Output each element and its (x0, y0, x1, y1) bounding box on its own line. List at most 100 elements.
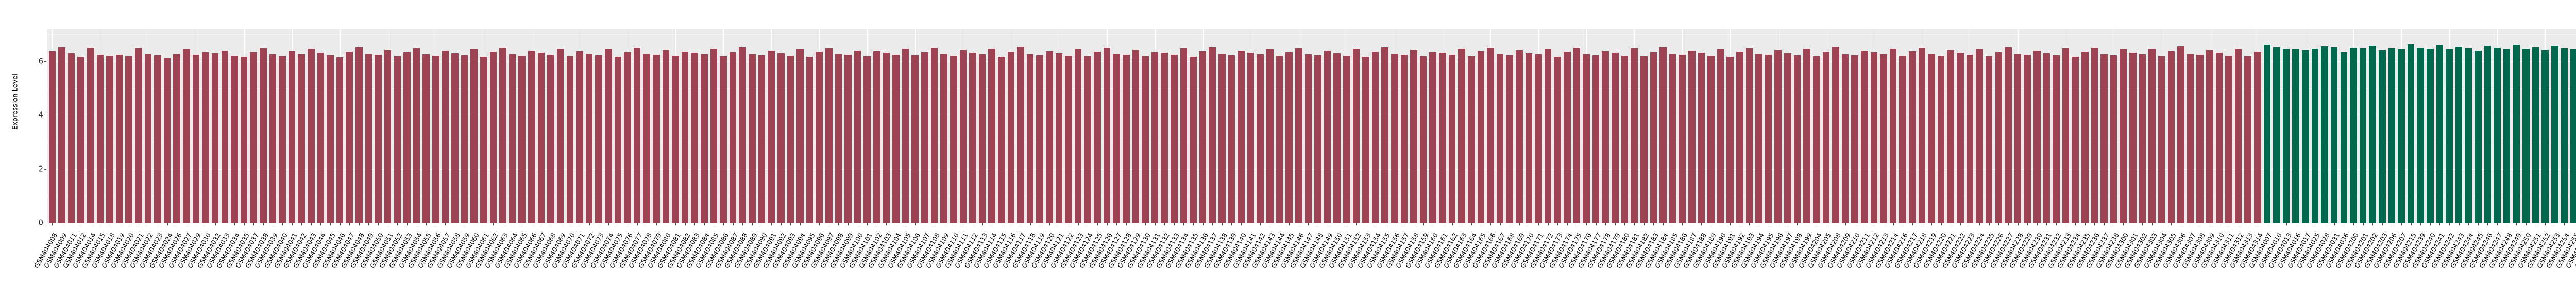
bar (1631, 48, 1638, 223)
bar (1065, 55, 1072, 223)
x-tick-mark (752, 223, 753, 225)
bar (2350, 48, 2357, 223)
bar (1506, 55, 1513, 223)
bar (1151, 52, 1159, 223)
x-tick-mark (330, 223, 331, 225)
bar (2158, 56, 2165, 223)
bar (308, 49, 315, 223)
bar (2436, 45, 2444, 223)
x-tick-mark (1126, 223, 1127, 225)
bar (1688, 50, 1696, 223)
bar (1583, 54, 1590, 223)
bar (2024, 55, 2031, 223)
x-tick-mark (1653, 223, 1654, 225)
bar (1554, 57, 1561, 223)
bar (192, 55, 200, 223)
bar (950, 56, 957, 223)
y-gridline-minor (47, 34, 2576, 35)
x-tick-mark (2027, 223, 2028, 225)
bar (384, 50, 392, 223)
bar (1707, 55, 1715, 223)
bar (672, 56, 679, 223)
x-tick-mark (2353, 223, 2354, 225)
bar (2311, 49, 2319, 223)
x-tick-mark (2142, 223, 2143, 225)
x-tick-mark (2171, 223, 2172, 225)
x-tick-mark (1222, 223, 1223, 225)
y-tick-label: 4 (38, 110, 43, 120)
x-tick-mark (1960, 223, 1961, 225)
x-tick-mark (1749, 223, 1750, 225)
bar (835, 53, 842, 223)
bar (327, 55, 334, 223)
bar (1448, 55, 1456, 223)
bar (1515, 50, 1523, 223)
bar (442, 51, 449, 223)
bar (2302, 50, 2309, 223)
y-tick-label: 0 (38, 218, 43, 227)
bar (2378, 49, 2386, 223)
bar (1487, 47, 1494, 223)
bar (576, 51, 583, 223)
x-tick-mark (1596, 223, 1597, 225)
bar (1381, 47, 1388, 223)
bar (1650, 52, 1657, 223)
bar (1803, 49, 1810, 223)
bar (2513, 45, 2520, 223)
bar (1007, 51, 1015, 223)
x-tick-mark (2420, 223, 2421, 225)
bar (1909, 51, 1916, 223)
bar (701, 54, 708, 223)
bar (2081, 51, 2089, 223)
bar (720, 56, 727, 223)
bar (1698, 53, 1705, 223)
x-tick-mark (2084, 223, 2086, 225)
x-tick-mark (167, 223, 168, 225)
bar (883, 52, 890, 223)
bar (1793, 55, 1801, 223)
bar (509, 54, 516, 223)
bar (2033, 50, 2041, 223)
bar (259, 48, 267, 223)
x-tick-mark (1116, 223, 1117, 225)
bar (1199, 51, 1207, 223)
bar (1880, 54, 1887, 223)
bar (873, 51, 880, 223)
bar (1717, 49, 1724, 223)
bar (336, 57, 344, 223)
bar (2561, 48, 2568, 223)
bar (1439, 53, 1446, 223)
bar (1745, 48, 1753, 223)
x-tick-mark (292, 223, 293, 225)
bar (2091, 48, 2098, 223)
bar (1947, 50, 1955, 223)
bar (1918, 47, 1926, 223)
bar (125, 56, 132, 223)
bar (163, 58, 171, 223)
x-tick-mark (215, 223, 216, 225)
x-tick-mark (2459, 223, 2460, 225)
bar (77, 57, 84, 223)
bar (2503, 49, 2511, 223)
x-tick-mark (2497, 223, 2498, 225)
x-tick-mark (2478, 223, 2479, 225)
x-tick-mark (282, 223, 283, 225)
bar (2369, 46, 2376, 223)
bar (1573, 48, 1581, 223)
x-tick-mark (1634, 223, 1635, 225)
x-tick-mark (1174, 223, 1175, 225)
x-tick-mark (886, 223, 887, 225)
bar (940, 54, 947, 223)
x-tick-mark (493, 223, 494, 225)
bar (1726, 56, 1734, 223)
x-tick-mark (311, 223, 312, 225)
bar (1774, 49, 1782, 223)
bar (1276, 56, 1283, 223)
x-tick-mark (2123, 223, 2124, 225)
bar (1640, 56, 1648, 223)
bar (1113, 53, 1120, 223)
bar (2541, 50, 2549, 223)
x-tick-mark (1049, 223, 1050, 225)
bar (2446, 49, 2453, 223)
plot-panel (47, 29, 2576, 223)
